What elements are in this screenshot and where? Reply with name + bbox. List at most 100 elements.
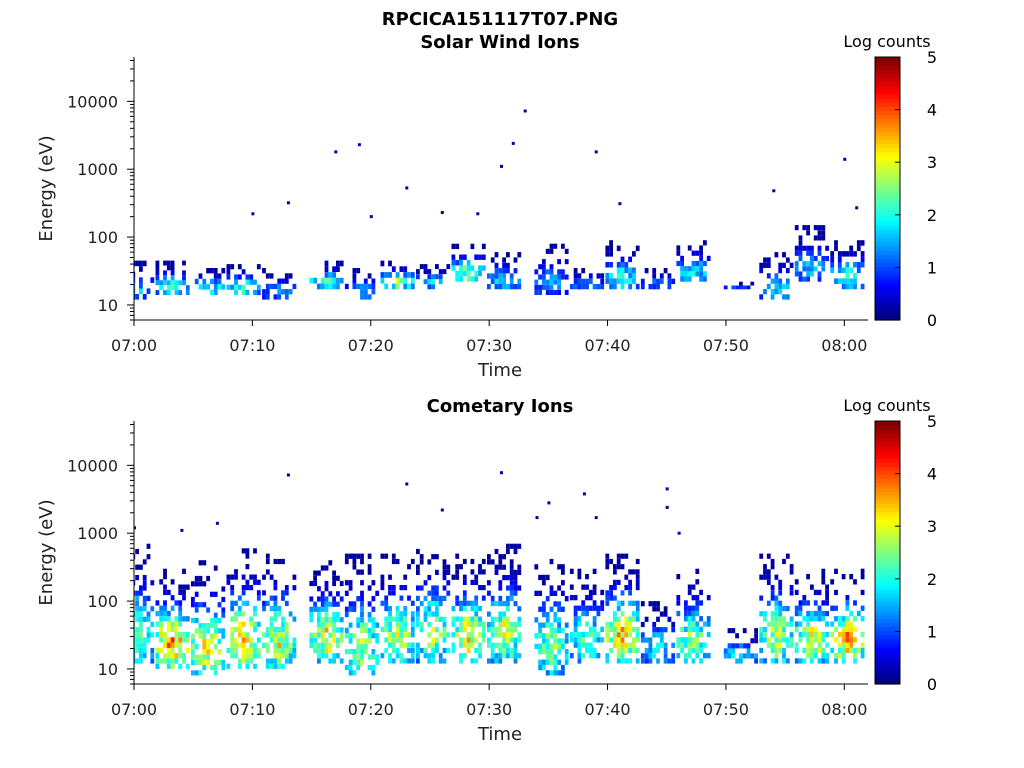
spectrogram-cell <box>332 637 336 643</box>
colorbar-segment <box>875 527 900 533</box>
colorbar-segment <box>875 519 900 525</box>
spectrogram-cell <box>391 585 396 591</box>
spectrogram-cell <box>509 559 514 565</box>
spectrogram-cell <box>557 638 561 644</box>
spectrogram-cell <box>170 605 175 611</box>
spectrogram-cell <box>676 642 681 648</box>
spectrogram-cell <box>502 564 506 570</box>
spectrogram-cell <box>320 653 325 659</box>
burst-0738 <box>569 268 605 290</box>
spectrogram-point <box>594 150 598 154</box>
spectrogram-cell <box>142 601 147 607</box>
spectrogram-cell <box>557 601 561 607</box>
spectrogram-cell <box>494 658 499 664</box>
spectrogram-cell <box>284 278 289 284</box>
spectrogram-cell <box>407 564 411 570</box>
spectrogram-cell <box>699 245 703 251</box>
spectrogram-cell <box>459 642 463 648</box>
spectrogram-cell <box>695 621 700 627</box>
spectrogram-cell <box>416 569 420 575</box>
spectrogram-cell <box>470 276 475 282</box>
spectrogram-cell <box>163 584 167 590</box>
spectrogram-cell <box>806 250 810 256</box>
spectrogram-cell <box>538 274 542 280</box>
spectrogram-cell <box>150 632 155 638</box>
spectrogram-cell <box>656 616 660 622</box>
spectrogram-cell <box>853 283 857 290</box>
spectrogram-cell <box>557 289 561 295</box>
spectrogram-cell <box>352 558 357 565</box>
spectrogram-cell <box>249 616 254 622</box>
spectrogram-cell <box>545 670 550 676</box>
spectrogram-cell <box>150 580 155 586</box>
spectrogram-cell <box>249 642 254 648</box>
spectrogram-cell <box>478 647 482 654</box>
spectrogram-cell <box>210 289 214 295</box>
spectrogram-cell <box>517 278 522 284</box>
spectrogram-cell <box>431 279 435 285</box>
spectrogram-cell <box>194 581 199 587</box>
spectrogram-cell <box>830 267 835 273</box>
spectrogram-cell <box>234 569 238 575</box>
spectrogram-cell <box>292 642 297 648</box>
spectrogram-cell <box>856 245 861 252</box>
spectrogram-cell <box>470 642 475 648</box>
spectrogram-cell <box>273 658 278 664</box>
spectrogram-cell <box>600 273 605 279</box>
spectrogram-cell <box>759 595 764 601</box>
spectrogram-cell <box>230 627 235 633</box>
spectrogram-cell <box>391 658 396 664</box>
spectrogram-cell <box>759 647 764 654</box>
spectrogram-cell <box>577 621 582 627</box>
spectrogram-cell <box>178 663 183 669</box>
spectrogram-cell <box>336 653 340 659</box>
spectrogram-cell <box>549 633 554 639</box>
spectrogram-cell <box>766 621 771 627</box>
spectrogram-cell <box>794 610 799 617</box>
spectrogram-cell <box>640 278 645 284</box>
spectrogram-cell <box>120 658 124 663</box>
spectrogram-cell <box>352 670 357 676</box>
spectrogram-cell <box>542 664 546 671</box>
spectrogram-cell <box>766 257 771 263</box>
spectrogram-cell <box>778 267 783 274</box>
spectrogram-cell <box>273 642 278 648</box>
spectrogram-cell <box>849 637 854 643</box>
spectrogram-cell <box>853 262 857 268</box>
spectrogram-cell <box>723 285 728 290</box>
spectrogram-cell <box>789 262 794 268</box>
spectrogram-cell <box>324 648 329 654</box>
spectrogram-cell <box>139 288 143 294</box>
spectrogram-cell <box>856 647 861 654</box>
spectrogram-cell <box>509 595 514 601</box>
spectrogram-cell <box>746 643 751 649</box>
colorbar-segment <box>875 470 900 476</box>
spectrogram-cell <box>416 606 420 612</box>
spectrogram-cell <box>451 254 456 260</box>
spectrogram-cell <box>490 642 495 648</box>
spectrogram-cell <box>856 610 861 617</box>
spectrogram-cell <box>553 274 558 280</box>
spectrogram-cell <box>853 272 857 279</box>
colorbar-segment <box>875 679 900 685</box>
spectrogram-cell <box>561 564 565 570</box>
spectrogram-cell <box>545 649 550 655</box>
spectrogram-cell <box>438 274 443 280</box>
spectrogram-cell <box>687 266 692 272</box>
spectrogram-cell <box>466 647 471 654</box>
spectrogram-cell <box>237 658 242 664</box>
spectrogram-cell <box>135 548 139 555</box>
spectrogram-cell <box>592 589 597 596</box>
spectrogram-cell <box>569 284 574 290</box>
colorbar-segment <box>875 651 900 656</box>
spectrogram-cell <box>134 642 136 648</box>
colorbar-segment <box>875 139 900 144</box>
colorbar-segment <box>875 610 900 615</box>
spectrogram-cell <box>624 262 629 268</box>
spectrogram-cell <box>502 653 506 659</box>
spectrogram-cell <box>230 653 235 659</box>
spectrogram-cell <box>605 558 610 565</box>
spectrogram-cell <box>163 260 167 266</box>
spectrogram-cell <box>194 654 199 660</box>
